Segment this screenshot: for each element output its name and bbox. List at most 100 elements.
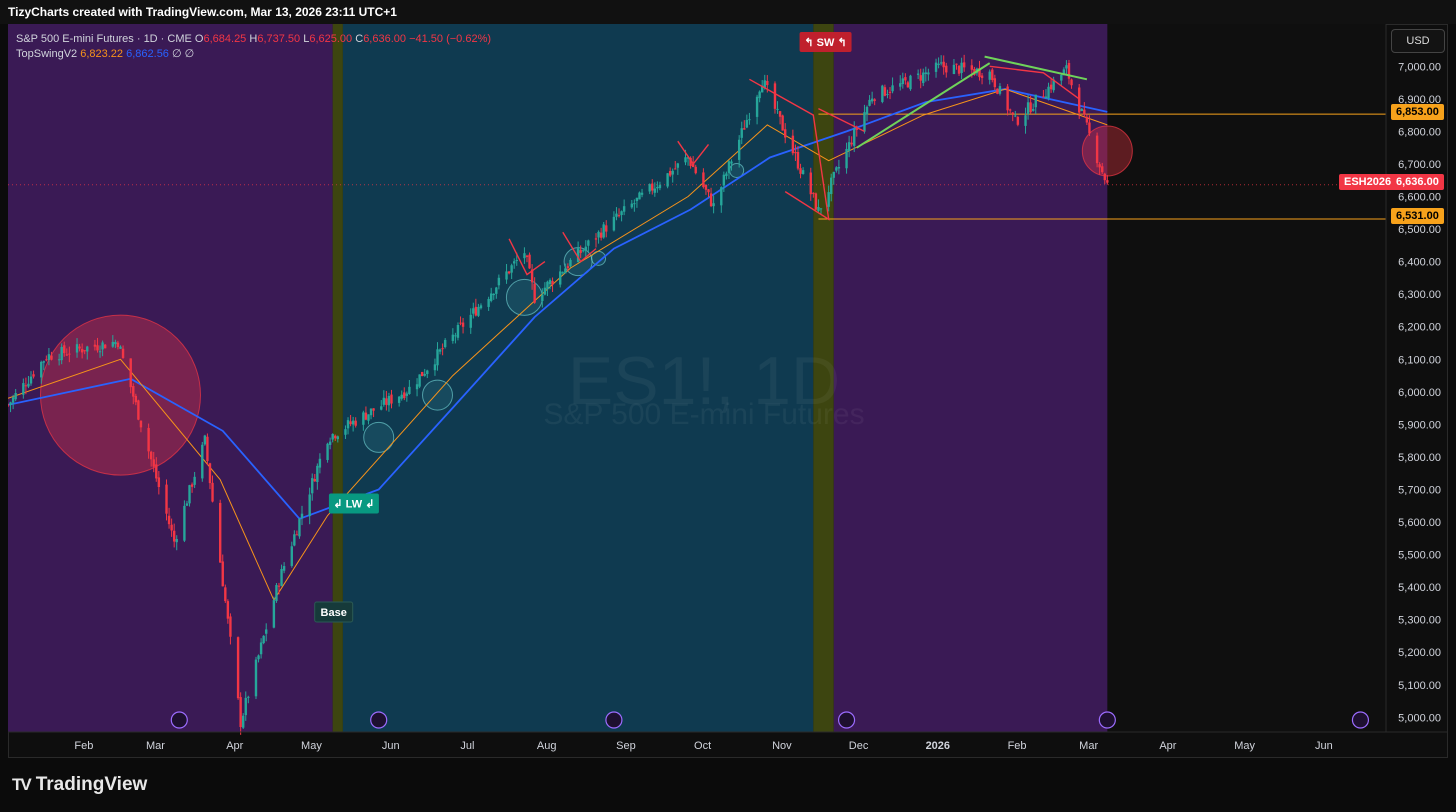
candle-body [955, 63, 958, 65]
candle-body [400, 394, 403, 399]
candle-body [290, 546, 293, 566]
candle-body [364, 412, 368, 420]
indicator-value-2: 6,862.56 [126, 48, 169, 60]
candle-body [157, 477, 161, 488]
candle-body [763, 80, 766, 88]
candle-body [620, 211, 623, 216]
candle-body [1062, 69, 1066, 76]
price-tick-label: 5,900.00 [1398, 419, 1441, 431]
tradingview-logo[interactable]: TV TradingView [12, 774, 147, 796]
candle-body [582, 250, 585, 252]
candle-body [369, 408, 373, 416]
candle-body [221, 561, 224, 587]
candle-body [47, 354, 51, 360]
session-background [332, 24, 343, 732]
candle-body [298, 518, 301, 537]
candle-body [29, 376, 33, 384]
price-chart[interactable]: ES1!, 1D S&P 500 E-mini Futures 7,000.00… [8, 24, 1448, 758]
candle-body [477, 306, 480, 316]
candle-body [835, 167, 838, 171]
candle-body [727, 161, 731, 173]
candle-body [487, 298, 490, 307]
candle-body [426, 370, 429, 375]
candle-body [282, 566, 286, 571]
candle-body [868, 99, 871, 106]
indicator-na-2: ∅ [184, 48, 195, 60]
candle-body [541, 294, 544, 302]
candle-body [865, 106, 869, 115]
candle-body [239, 697, 242, 727]
candle-body [505, 271, 508, 280]
price-tick-label: 5,500.00 [1398, 550, 1441, 562]
candle-body [147, 427, 150, 452]
red-trendline [818, 107, 865, 133]
candle-body [633, 203, 636, 205]
candle-body [165, 484, 168, 514]
candle-body [372, 408, 375, 411]
signal-markers: ↲ LW ↲ ↰ SW ↰ Base [170, 32, 1370, 729]
candle-body [730, 161, 733, 164]
moving-averages [8, 88, 1108, 602]
time-tick-label: Dec [849, 740, 869, 752]
candle-body [630, 203, 634, 208]
candle-body [740, 128, 743, 138]
ohlc-row: S&P 500 E-mini Futures · 1D · CME O6,684… [16, 32, 491, 47]
candle-body [175, 539, 178, 543]
candle-body [551, 280, 554, 285]
candle-body [116, 342, 120, 348]
candle-body [469, 314, 472, 328]
candle-body [622, 206, 626, 212]
price-tick-label: 6,300.00 [1398, 289, 1441, 301]
candle-body [899, 83, 902, 87]
candle-body [1098, 164, 1101, 168]
brand-name: TradingView [35, 774, 148, 795]
symbol-title[interactable]: S&P 500 E-mini Futures · 1D · CME [16, 33, 192, 45]
candle-body [906, 82, 910, 88]
red-trendline [749, 78, 830, 221]
support-price-label: 6,531.00 [1391, 208, 1444, 224]
indicator-name[interactable]: TopSwingV2 [16, 48, 78, 60]
candle-body [1044, 96, 1048, 99]
candle-body [27, 383, 30, 387]
price-tick-label: 6,700.00 [1398, 159, 1441, 171]
candle-body [346, 420, 350, 429]
candle-body [781, 115, 784, 131]
candle-body [86, 346, 89, 352]
candle-body [597, 231, 600, 238]
candle-body [344, 429, 347, 435]
price-tick-label: 5,000.00 [1398, 712, 1441, 724]
time-tick-label: Oct [694, 740, 711, 752]
candle-body [845, 148, 848, 169]
candle-body [11, 397, 15, 403]
candle-body [784, 129, 787, 138]
candle-body [970, 65, 974, 70]
candle-body [295, 534, 299, 536]
candle-body [224, 587, 227, 602]
candle-body [254, 659, 258, 697]
candle-body [433, 364, 437, 371]
candle-body [367, 414, 370, 421]
candle-body [566, 266, 570, 269]
low-label: L [303, 33, 310, 45]
time-tick-label: Jun [1315, 740, 1333, 752]
candle-body [193, 476, 196, 485]
candle-body [1052, 79, 1055, 91]
red-trendline [677, 140, 710, 166]
candle-body [134, 395, 138, 403]
candle-body [472, 308, 475, 314]
candle-body [1085, 116, 1089, 123]
price-tick-label: 5,700.00 [1398, 484, 1441, 496]
candle-body [60, 346, 63, 361]
candle-body [962, 62, 966, 68]
candle-body [707, 189, 710, 193]
candle-body [311, 478, 314, 494]
candle-body [1078, 87, 1081, 113]
candle-body [671, 170, 674, 175]
candle-body [454, 335, 457, 337]
candle-body [1080, 108, 1083, 112]
candle-body [584, 246, 587, 251]
currency-button[interactable]: USD [1391, 29, 1445, 53]
candle-body [1014, 115, 1017, 117]
candle-body [525, 255, 529, 258]
candle-body [952, 64, 956, 75]
